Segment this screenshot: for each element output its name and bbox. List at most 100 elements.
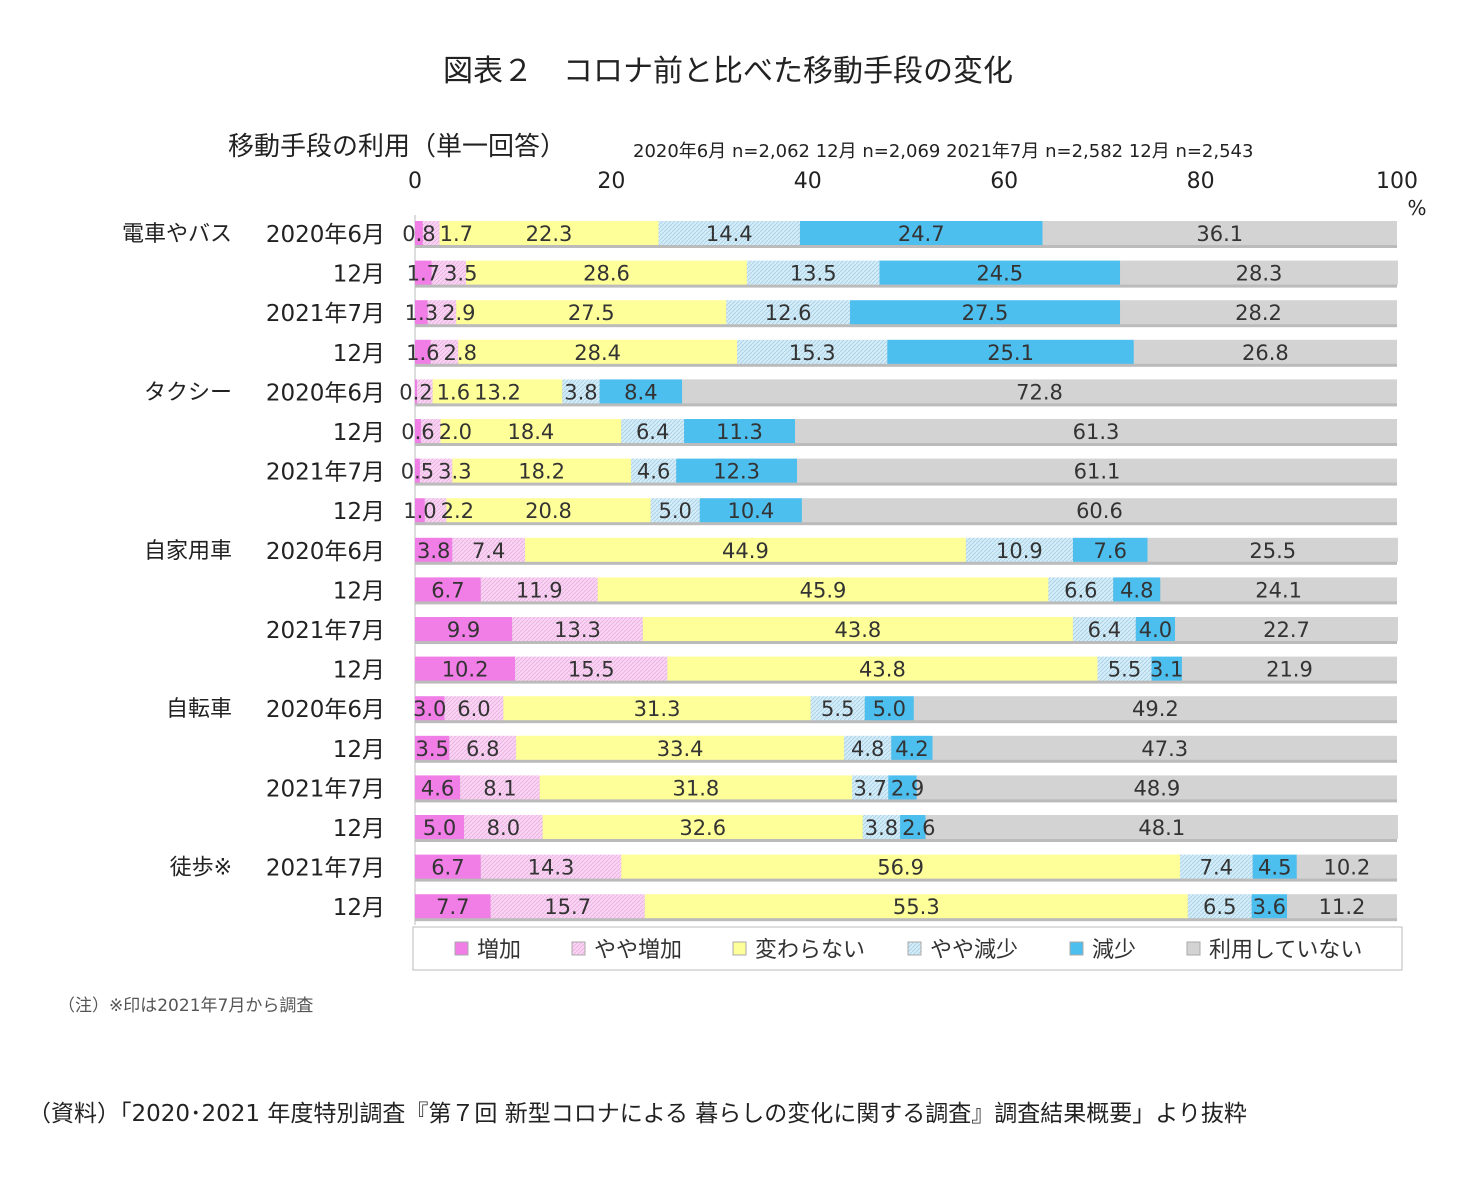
- data-label: 8.0: [487, 816, 520, 840]
- data-label: 0.2: [399, 380, 432, 404]
- row-period-label: 2021年7月: [266, 856, 385, 882]
- data-label: 10.2: [1324, 856, 1371, 880]
- bar-segment: [458, 339, 738, 364]
- bar-segment: [891, 735, 933, 760]
- data-label: 0.8: [402, 222, 435, 246]
- bar-segment: [503, 696, 811, 721]
- bar-segment: [1175, 617, 1398, 641]
- bar-segment: [642, 617, 1073, 641]
- data-label: 43.8: [834, 618, 881, 642]
- bar-segment: [420, 419, 441, 443]
- data-label: 13.2: [474, 380, 521, 404]
- data-label: 36.1: [1196, 222, 1243, 246]
- bar-segment: [888, 775, 917, 800]
- data-label: 12.6: [765, 301, 812, 325]
- bar-segment: [1072, 537, 1148, 562]
- bar-segment: [913, 696, 1397, 721]
- bar-segment: [516, 735, 845, 760]
- bar-segment: [515, 656, 668, 681]
- bar-segment: [512, 617, 643, 641]
- bar-segment: [810, 696, 865, 721]
- bar-segment: [1251, 894, 1288, 919]
- bar-segment: [415, 300, 428, 325]
- bar-segment: [879, 260, 1121, 285]
- bar-segment: [415, 656, 516, 681]
- data-label: 10.4: [727, 499, 774, 523]
- data-label: 5.0: [423, 816, 456, 840]
- data-label: 7.4: [472, 539, 505, 563]
- bar-segment: [415, 577, 481, 602]
- data-label: 28.4: [574, 341, 621, 365]
- data-label: 49.2: [1132, 697, 1179, 721]
- bar-segment: [1135, 617, 1176, 641]
- bar-segment: [801, 498, 1397, 523]
- data-label: 8.4: [624, 380, 657, 404]
- source: （資料）「2020･2021 年度特別調査『第７回 新型コロナによる 暮らしの変…: [28, 1101, 1247, 1127]
- bar-segment: [1160, 577, 1397, 602]
- bar-segment: [449, 735, 517, 760]
- data-label: 11.3: [716, 420, 763, 444]
- data-label: 22.3: [526, 222, 573, 246]
- data-label: 21.9: [1266, 658, 1313, 682]
- data-label: 4.6: [637, 460, 670, 484]
- data-label: 18.4: [507, 420, 554, 444]
- bar-segment: [597, 577, 1049, 602]
- bar-segment: [851, 775, 889, 800]
- legend-swatch: [571, 941, 586, 956]
- legend-swatch: [1069, 941, 1084, 956]
- data-label: 48.1: [1138, 816, 1185, 840]
- bar-segment: [431, 260, 467, 285]
- bar-segment: [796, 458, 1397, 483]
- bar-segment: [862, 815, 901, 839]
- data-label: 28.6: [583, 262, 630, 286]
- bar-segment: [444, 696, 504, 721]
- row-period-label: 12月: [333, 420, 385, 446]
- data-label: 25.1: [987, 341, 1034, 365]
- bar-segment: [932, 735, 1397, 760]
- bar-segment: [900, 815, 926, 839]
- data-label: 3.7: [853, 776, 886, 800]
- row-period-label: 2021年7月: [266, 776, 385, 802]
- row-group-label: 自家用車: [144, 539, 232, 564]
- row-period-label: 12月: [333, 499, 385, 525]
- legend-swatch: [732, 941, 747, 956]
- data-label: 18.2: [518, 460, 565, 484]
- bar-segment: [562, 379, 600, 404]
- data-label: 2.8: [444, 341, 477, 365]
- bar-segment: [446, 498, 651, 523]
- x-tick-label: 60: [990, 169, 1018, 194]
- chart-subtitle: 2020年6月 n=2,062 12月 n=2,069 2021年7月 n=2,…: [633, 141, 1254, 162]
- data-label: 6.4: [1088, 618, 1121, 642]
- chart-title: 移動手段の利用（単一回答）: [228, 132, 567, 162]
- data-label: 13.5: [790, 262, 837, 286]
- data-label: 43.8: [859, 658, 906, 682]
- data-label: 72.8: [1016, 380, 1063, 404]
- data-label: 3.1: [1150, 658, 1183, 682]
- bar-segment: [621, 854, 1180, 879]
- bar-segment: [1113, 577, 1161, 602]
- data-label: 2.0: [439, 420, 472, 444]
- bar-segment: [1042, 221, 1397, 245]
- data-label: 0.5: [401, 460, 434, 484]
- data-label: 10.2: [442, 658, 489, 682]
- bar-segment: [699, 498, 802, 523]
- data-label: 3.8: [865, 816, 898, 840]
- row-period-label: 12月: [333, 816, 385, 842]
- data-label: 3.0: [413, 697, 446, 721]
- data-label: 7.4: [1200, 856, 1233, 880]
- bar-segment: [795, 419, 1397, 443]
- data-label: 31.3: [634, 697, 681, 721]
- row-period-label: 2020年6月: [266, 539, 385, 565]
- data-label: 20.8: [525, 499, 572, 523]
- data-label: 4.8: [851, 737, 884, 761]
- row-period-label: 12月: [333, 895, 385, 921]
- data-label: 24.7: [898, 222, 945, 246]
- row-period-label: 12月: [333, 658, 385, 684]
- row-period-label: 12月: [333, 737, 385, 763]
- bar-segment: [480, 854, 622, 879]
- data-label: 15.5: [568, 658, 615, 682]
- x-tick-label: 0: [408, 169, 422, 194]
- data-label: 6.7: [431, 578, 464, 602]
- bar-segment: [430, 339, 459, 364]
- bar-segment: [415, 419, 421, 443]
